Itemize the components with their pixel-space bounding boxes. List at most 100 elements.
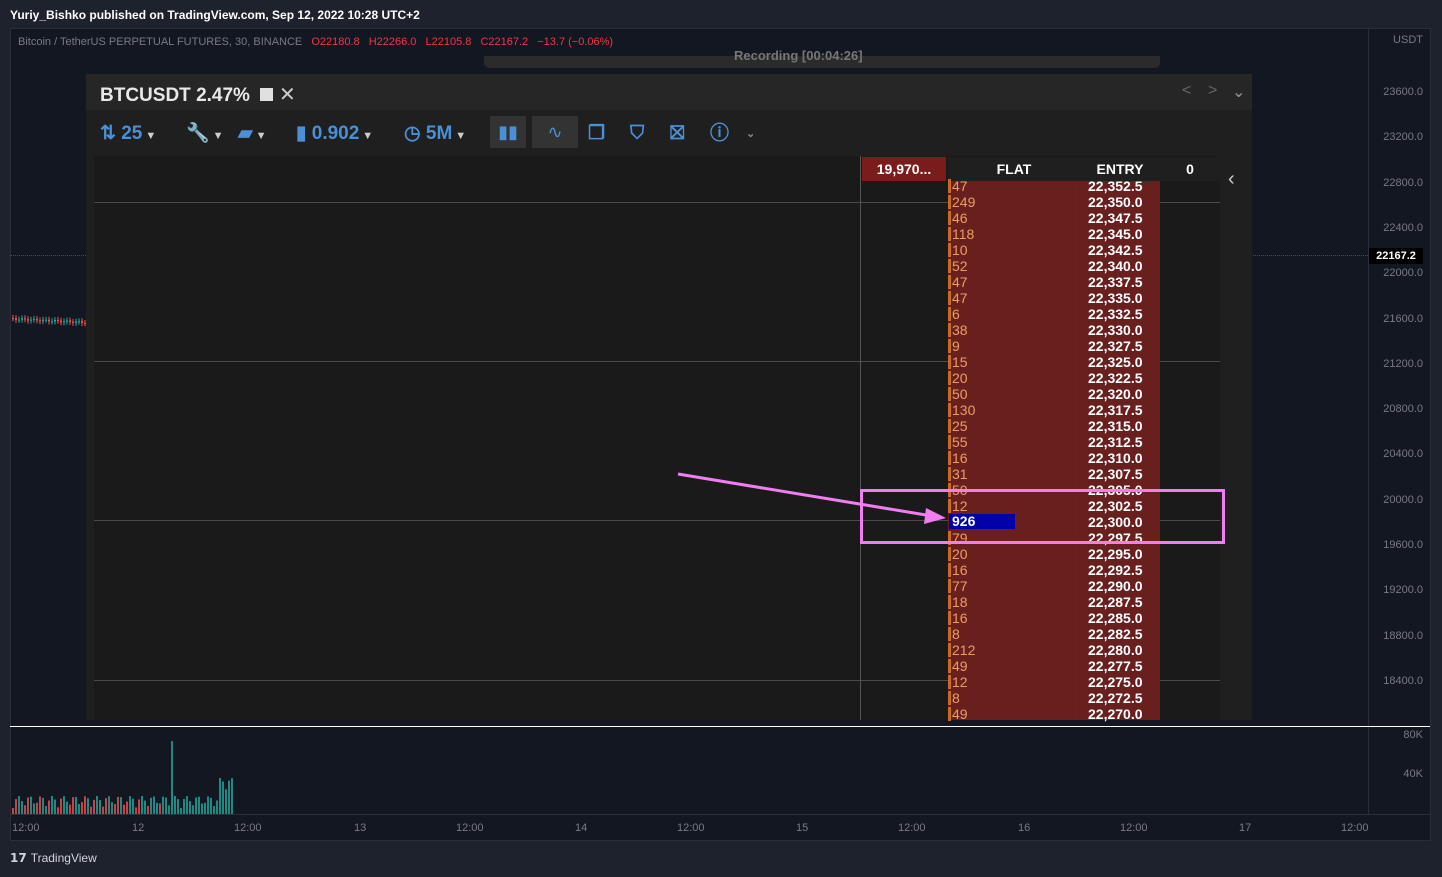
close-icon[interactable]: ✕ — [278, 84, 296, 106]
legend-close: C22167.2 — [480, 36, 529, 48]
quantity-selector[interactable]: ⇅ 25 ▼ — [100, 120, 156, 148]
window-title: BTCUSDT 2.47% ✕ — [100, 82, 296, 107]
volume-bar — [123, 804, 125, 814]
shield-x-icon[interactable]: ⛝ — [670, 123, 685, 144]
volume-bar — [948, 355, 951, 369]
ladder-row[interactable]: 16 22,285.0 — [862, 610, 1220, 626]
price-tick: 18800.0 — [1383, 630, 1423, 642]
ladder-row[interactable]: 20 22,322.5 — [862, 370, 1220, 386]
price-level: 22,287.5 — [1088, 594, 1143, 610]
price-level: 22,277.5 — [1088, 658, 1143, 674]
volume-value: 47 — [952, 178, 968, 194]
ladder-row[interactable]: 46 22,347.5 — [862, 210, 1220, 226]
volume-bar — [24, 805, 26, 814]
price-axis[interactable]: USDT 23600.0 23200.0 22800.0 22400.0 220… — [1368, 28, 1431, 814]
ladder-row[interactable]: 212 22,280.0 — [862, 642, 1220, 658]
ladder-row[interactable]: 38 22,330.0 — [862, 322, 1220, 338]
ladder-row[interactable]: 8 22,282.5 — [862, 626, 1220, 642]
ladder-row[interactable]: 52 22,340.0 — [862, 258, 1220, 274]
volume-value: 12 — [952, 498, 968, 514]
volume-bar — [126, 801, 128, 814]
ladder-row[interactable]: 47 22,335.0 — [862, 290, 1220, 306]
currency-label: USDT — [1393, 34, 1423, 46]
window-header[interactable]: BTCUSDT 2.47% ✕ < > ⌄ — [86, 74, 1252, 110]
tradingview-brand[interactable]: 17 TradingView — [10, 851, 97, 865]
volume-bar — [57, 807, 59, 814]
volume-bar — [78, 804, 80, 814]
ladder-row[interactable]: 118 22,345.0 — [862, 226, 1220, 242]
symbol-description[interactable]: Bitcoin / TetherUS PERPETUAL FUTURES, 30… — [18, 36, 303, 48]
chart-legend: Bitcoin / TetherUS PERPETUAL FUTURES, 30… — [18, 36, 613, 48]
ladder-row[interactable]: 47 22,352.5 — [862, 178, 1220, 194]
line-icon[interactable]: ∿ — [532, 116, 578, 148]
volume-bar — [210, 797, 212, 814]
ladder-row[interactable]: 55 22,312.5 — [862, 434, 1220, 450]
price-level: 22,315.0 — [1088, 418, 1143, 434]
chevron-left-icon[interactable]: ‹ — [1228, 168, 1235, 190]
candle-body — [54, 320, 56, 322]
folder-menu[interactable]: ▰ ▼ — [238, 120, 267, 148]
volume-bar — [30, 796, 32, 814]
volume-value: 47 — [952, 274, 968, 290]
sell-volume-column[interactable] — [948, 181, 1080, 720]
volume-bar — [186, 796, 188, 814]
shield-icon[interactable]: ⛉ — [630, 123, 645, 144]
candle-body — [60, 320, 62, 323]
ladder-row[interactable]: 16 22,292.5 — [862, 562, 1220, 578]
price-level: 22,322.5 — [1088, 370, 1143, 386]
ladder-row[interactable]: 16 22,310.0 — [862, 450, 1220, 466]
volume-bar — [72, 797, 74, 814]
grid-line — [94, 202, 1220, 203]
price-column[interactable] — [1080, 181, 1160, 720]
copy-icon[interactable]: ❐ — [588, 123, 606, 144]
ladder-row[interactable]: 12 22,302.5 — [862, 498, 1220, 514]
ladder-row[interactable]: 49 22,277.5 — [862, 658, 1220, 674]
dom-ladder[interactable]: 19,970... FLAT ENTRY 0 47 22,352.5 249 22,3… — [862, 157, 1220, 722]
size-selector[interactable]: ▮ 0.902 ▼ — [296, 120, 373, 148]
timeframe-selector[interactable]: ◷ 5M ▼ — [404, 120, 466, 148]
time-tick: 12:00 — [12, 822, 40, 834]
ladder-row[interactable]: 25 22,315.0 — [862, 418, 1220, 434]
legend-low: L22105.8 — [425, 36, 472, 48]
volume-bar — [114, 804, 116, 814]
ladder-row[interactable]: 10 22,342.5 — [862, 242, 1220, 258]
ladder-row[interactable]: 12 22,275.0 — [862, 674, 1220, 690]
ladder-row[interactable]: 926 22,300.0 — [862, 514, 1220, 530]
ladder-row[interactable]: 130 22,317.5 — [862, 402, 1220, 418]
ladder-row[interactable]: 49 22,270.0 — [862, 706, 1220, 722]
ladder-row[interactable]: 20 22,295.0 — [862, 546, 1220, 562]
ladder-row[interactable]: 77 22,290.0 — [862, 578, 1220, 594]
candle-body — [51, 321, 53, 323]
chevron-right-icon[interactable]: > — [1208, 82, 1218, 99]
more-icon[interactable]: ⌄ — [746, 128, 756, 140]
volume-value: 9 — [952, 338, 960, 354]
volume-bar — [84, 796, 86, 814]
ladder-row[interactable]: 6 22,332.5 — [862, 306, 1220, 322]
ladder-row[interactable]: 15 22,325.0 — [862, 354, 1220, 370]
candle-body — [78, 321, 80, 323]
candle-body — [48, 319, 50, 322]
volume-value: 47 — [952, 290, 968, 306]
volume-pane-separator[interactable] — [10, 726, 1430, 727]
bars-icon[interactable]: ▮▮ — [490, 116, 526, 148]
time-tick: 12:00 — [1341, 822, 1369, 834]
price-tick: 19200.0 — [1383, 584, 1423, 596]
ladder-row[interactable]: 8 22,272.5 — [862, 690, 1220, 706]
chevron-down-icon[interactable]: ⌄ — [1232, 84, 1246, 101]
maximize-icon[interactable] — [259, 88, 273, 101]
ladder-row[interactable]: 9 22,327.5 — [862, 338, 1220, 354]
ladder-row[interactable]: 50 22,320.0 — [862, 386, 1220, 402]
ladder-row[interactable]: 47 22,337.5 — [862, 274, 1220, 290]
volume-bar — [228, 780, 230, 814]
volume-value: 249 — [952, 194, 976, 210]
ladder-row[interactable]: 18 22,287.5 — [862, 594, 1220, 610]
ladder-row[interactable]: 249 22,350.0 — [862, 194, 1220, 210]
volume-bar — [21, 801, 23, 814]
settings-menu[interactable]: 🔧 ▼ — [186, 120, 224, 148]
info-icon[interactable]: ⓘ — [710, 123, 730, 144]
chevron-left-icon[interactable]: < — [1182, 82, 1192, 99]
entry-header: ENTRY — [1080, 157, 1160, 181]
ladder-row[interactable]: 31 22,307.5 — [862, 466, 1220, 482]
time-axis[interactable]: 12:00 12 12:00 13 12:00 14 12:00 15 12:0… — [10, 814, 1430, 842]
candle-body — [39, 320, 41, 322]
